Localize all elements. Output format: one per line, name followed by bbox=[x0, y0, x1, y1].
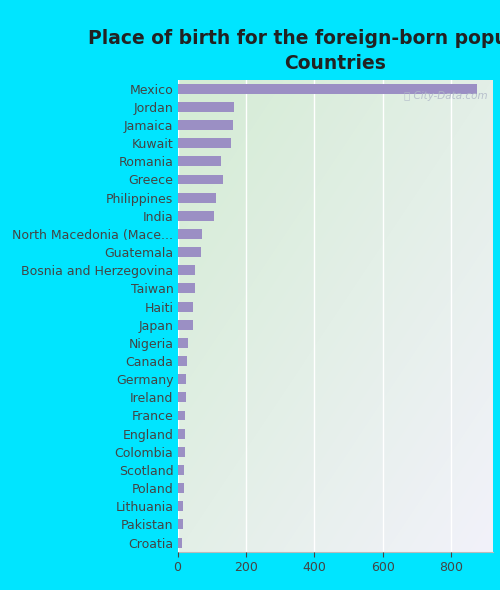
Bar bbox=[178, 193, 216, 202]
Bar bbox=[178, 102, 234, 112]
Bar bbox=[178, 138, 231, 148]
Bar bbox=[178, 356, 187, 366]
Bar bbox=[178, 483, 184, 493]
Text: ⓘ City-Data.com: ⓘ City-Data.com bbox=[404, 91, 487, 101]
Bar bbox=[178, 175, 222, 185]
Bar bbox=[178, 301, 193, 312]
Bar bbox=[178, 447, 184, 457]
Bar bbox=[178, 120, 233, 130]
Bar bbox=[178, 266, 196, 276]
Bar bbox=[178, 283, 194, 293]
Title: Place of birth for the foreign-born population -
Countries: Place of birth for the foreign-born popu… bbox=[88, 28, 500, 73]
Bar bbox=[178, 156, 222, 166]
Bar bbox=[178, 392, 186, 402]
Bar bbox=[178, 411, 186, 421]
Bar bbox=[178, 320, 192, 330]
Bar bbox=[178, 429, 185, 438]
Bar bbox=[178, 537, 182, 548]
Bar bbox=[178, 211, 214, 221]
Bar bbox=[178, 229, 202, 239]
Bar bbox=[178, 374, 186, 384]
Bar bbox=[178, 84, 477, 94]
Bar bbox=[178, 338, 188, 348]
Bar bbox=[178, 465, 184, 475]
Bar bbox=[178, 519, 182, 529]
Bar bbox=[178, 502, 183, 512]
Bar bbox=[178, 247, 201, 257]
